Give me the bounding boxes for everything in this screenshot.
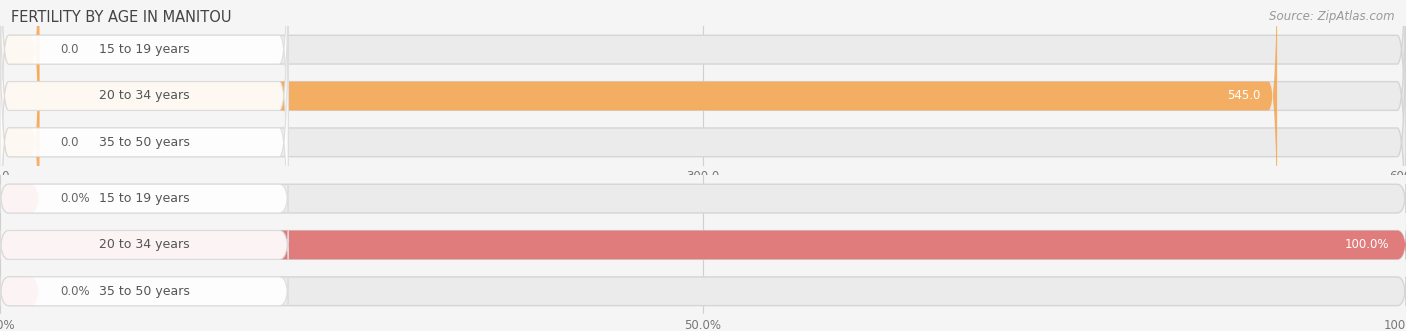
FancyBboxPatch shape <box>0 0 1406 208</box>
FancyBboxPatch shape <box>0 184 39 213</box>
Text: FERTILITY BY AGE IN MANITOU: FERTILITY BY AGE IN MANITOU <box>11 10 232 25</box>
Text: 545.0: 545.0 <box>1227 89 1260 103</box>
FancyBboxPatch shape <box>0 184 288 213</box>
FancyBboxPatch shape <box>0 0 1406 254</box>
Text: 100.0%: 100.0% <box>1344 238 1389 252</box>
FancyBboxPatch shape <box>0 277 39 306</box>
FancyBboxPatch shape <box>0 0 39 208</box>
FancyBboxPatch shape <box>0 0 288 300</box>
FancyBboxPatch shape <box>0 277 1406 306</box>
Text: 20 to 34 years: 20 to 34 years <box>98 238 190 252</box>
Text: Source: ZipAtlas.com: Source: ZipAtlas.com <box>1270 10 1395 23</box>
Text: 35 to 50 years: 35 to 50 years <box>98 136 190 149</box>
FancyBboxPatch shape <box>0 231 288 259</box>
FancyBboxPatch shape <box>0 277 288 306</box>
Text: 35 to 50 years: 35 to 50 years <box>98 285 190 298</box>
Text: 15 to 19 years: 15 to 19 years <box>98 43 190 56</box>
Text: 0.0: 0.0 <box>60 43 79 56</box>
Text: 20 to 34 years: 20 to 34 years <box>98 89 190 103</box>
FancyBboxPatch shape <box>0 0 1406 300</box>
Text: 0.0%: 0.0% <box>60 285 90 298</box>
FancyBboxPatch shape <box>0 231 1406 259</box>
FancyBboxPatch shape <box>0 231 1406 259</box>
FancyBboxPatch shape <box>0 0 1277 254</box>
FancyBboxPatch shape <box>0 0 288 208</box>
Text: 0.0%: 0.0% <box>60 192 90 205</box>
Text: 15 to 19 years: 15 to 19 years <box>98 192 190 205</box>
FancyBboxPatch shape <box>0 0 288 254</box>
FancyBboxPatch shape <box>0 184 1406 213</box>
FancyBboxPatch shape <box>0 0 39 300</box>
Text: 0.0: 0.0 <box>60 136 79 149</box>
